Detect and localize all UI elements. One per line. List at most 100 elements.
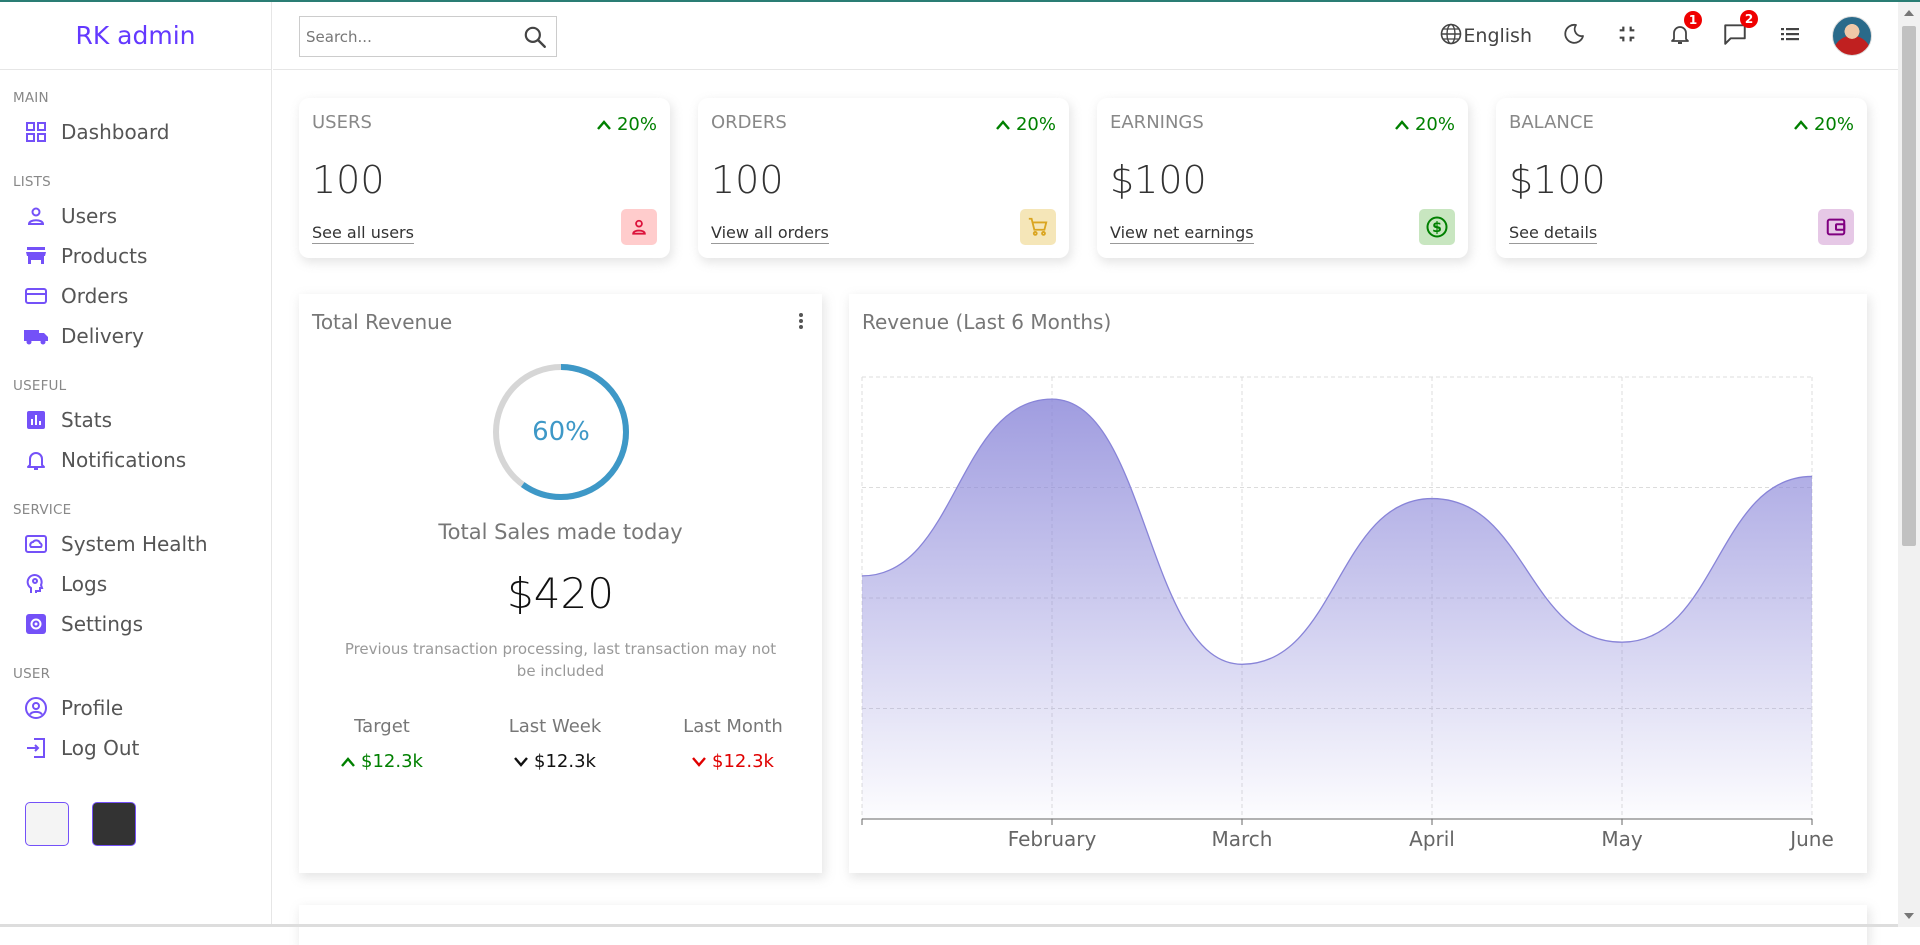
summary-amount: $12.3k <box>534 751 596 772</box>
search-icon[interactable] <box>522 24 548 54</box>
widget-earnings: EARNINGS 20% $100 View net earnings $ <box>1097 98 1468 258</box>
horizontal-scrollbar[interactable] <box>0 924 1898 927</box>
summary-value: $12.3k <box>475 751 635 772</box>
list-menu-button[interactable] <box>1778 22 1802 50</box>
arrow-up-icon <box>597 119 611 130</box>
widget-link[interactable]: See details <box>1509 223 1598 244</box>
sidebar-item-label: Users <box>61 204 118 228</box>
theme-switcher <box>25 802 271 846</box>
widget-title: BALANCE <box>1509 112 1594 133</box>
dark-theme-option[interactable] <box>92 802 136 846</box>
widget-percentage: 20% <box>996 114 1056 135</box>
sidebar-item-logs[interactable]: Logs <box>13 564 271 604</box>
sidebar-item-profile[interactable]: Profile <box>13 688 271 728</box>
arrow-up-icon <box>341 756 355 767</box>
notifications-button[interactable]: 1 <box>1668 11 1702 50</box>
sidebar-item-users[interactable]: Users <box>13 196 271 236</box>
widget-link[interactable]: View all orders <box>711 223 829 244</box>
widget-percentage-value: 20% <box>1015 114 1056 135</box>
list-icon <box>1778 22 1802 50</box>
user-icon <box>23 203 49 229</box>
chart-title: Revenue (Last 6 Months) <box>862 310 1112 334</box>
widget-link[interactable]: See all users <box>312 223 414 244</box>
sidebar-item-log-out[interactable]: Log Out <box>13 728 271 768</box>
sidebar-item-system-health[interactable]: System Health <box>13 524 271 564</box>
total-revenue-card: Total Revenue 60% Total Sales made today… <box>299 294 822 873</box>
user-avatar-button[interactable] <box>1832 16 1872 56</box>
x-tick-label: June <box>1788 827 1834 851</box>
scrollbar-thumb[interactable] <box>1902 26 1916 546</box>
sidebar-item-label: Products <box>61 244 148 268</box>
summary-amount: $12.3k <box>712 751 774 772</box>
search-input[interactable] <box>306 27 511 46</box>
sidebar-item-label: Settings <box>61 612 144 636</box>
sidebar-section-title: SERVICE <box>13 502 72 518</box>
sidebar-item-label: Stats <box>61 408 113 432</box>
summary-item-last-week: Last Week $12.3k <box>475 716 635 772</box>
widget-title: ORDERS <box>711 112 787 133</box>
summary-title: Last Month <box>683 716 783 737</box>
arrow-up-icon <box>1395 119 1409 130</box>
sidebar-item-dashboard[interactable]: Dashboard <box>13 112 271 152</box>
messages-button[interactable]: 2 <box>1722 10 1758 51</box>
x-tick-label: February <box>1008 827 1097 851</box>
sidebar-item-label: System Health <box>61 532 208 556</box>
person-icon <box>621 209 657 245</box>
widget-percentage-value: 20% <box>1414 114 1455 135</box>
widget-value: $100 <box>1509 158 1606 202</box>
revenue-area-chart: February March April May June <box>861 376 1834 851</box>
fullscreen-exit-button[interactable] <box>1616 23 1638 49</box>
cart-icon <box>1020 209 1056 245</box>
x-tick-label: April <box>1409 827 1455 851</box>
sidebar-menu: MAIN Dashboard LISTS Users Products Orders Del… <box>13 90 271 768</box>
summary-value: $12.3k <box>302 751 462 772</box>
sidebar-item-orders[interactable]: Orders <box>13 276 271 316</box>
sidebar-item-delivery[interactable]: Delivery <box>13 316 271 356</box>
scroll-down-arrow[interactable] <box>1904 913 1914 919</box>
bell-icon <box>23 447 49 473</box>
sidebar-section-title: MAIN <box>13 90 49 106</box>
sidebar-item-products[interactable]: Products <box>13 236 271 276</box>
widget-users: USERS 20% 100 See all users <box>299 98 670 258</box>
bell-icon <box>1668 22 1692 50</box>
dollar-icon: $ <box>1419 209 1455 245</box>
sidebar-item-settings[interactable]: Settings <box>13 604 271 644</box>
widget-percentage-value: 20% <box>1813 114 1854 135</box>
scroll-up-arrow[interactable] <box>1904 10 1914 16</box>
widget-title: EARNINGS <box>1110 112 1204 133</box>
wallet-icon <box>1818 209 1854 245</box>
dark-mode-toggle[interactable] <box>1562 22 1586 50</box>
notification-count-badge: 1 <box>1684 11 1702 29</box>
widget-orders: ORDERS 20% 100 View all orders <box>698 98 1069 258</box>
progress-ring <box>493 364 629 500</box>
widget-percentage: 20% <box>1395 114 1455 135</box>
sidebar-item-label: Logs <box>61 572 108 596</box>
widget-link[interactable]: View net earnings <box>1110 223 1254 244</box>
language-selector[interactable]: English <box>1439 22 1532 50</box>
featured-title: Total Revenue <box>312 310 453 334</box>
featured-description: Previous transaction processing, last tr… <box>344 640 777 680</box>
featured-subtitle: Total Sales made today <box>438 520 683 544</box>
app-logo[interactable]: RK admin <box>75 21 196 50</box>
sidebar-item-label: Dashboard <box>61 120 170 144</box>
widget-percentage-value: 20% <box>616 114 657 135</box>
arrow-up-icon <box>1794 119 1808 130</box>
sidebar-item-notifications[interactable]: Notifications <box>13 440 271 480</box>
sidebar-item-stats[interactable]: Stats <box>13 400 271 440</box>
widget-percentage: 20% <box>1794 114 1854 135</box>
featured-amount: $420 <box>507 569 614 618</box>
more-vert-icon[interactable] <box>798 312 804 334</box>
light-theme-option[interactable] <box>25 802 69 846</box>
summary-amount: $12.3k <box>361 751 423 772</box>
summary-value: $12.3k <box>653 751 813 772</box>
sidebar-item-label: Orders <box>61 284 129 308</box>
vertical-scrollbar[interactable] <box>1898 2 1920 927</box>
progress-label: 60% <box>532 417 590 447</box>
sidebar-section-title: USER <box>13 666 51 682</box>
arrow-down-icon <box>692 756 706 767</box>
search-box <box>299 16 557 57</box>
arrow-down-icon <box>514 756 528 767</box>
sidebar-item-label: Notifications <box>61 448 187 472</box>
sidebar-item-label: Profile <box>61 696 124 720</box>
widget-value: 100 <box>711 158 784 202</box>
